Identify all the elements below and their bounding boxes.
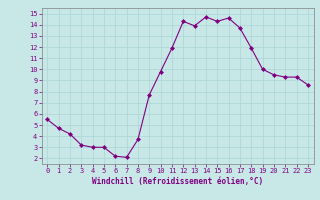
X-axis label: Windchill (Refroidissement éolien,°C): Windchill (Refroidissement éolien,°C)	[92, 177, 263, 186]
